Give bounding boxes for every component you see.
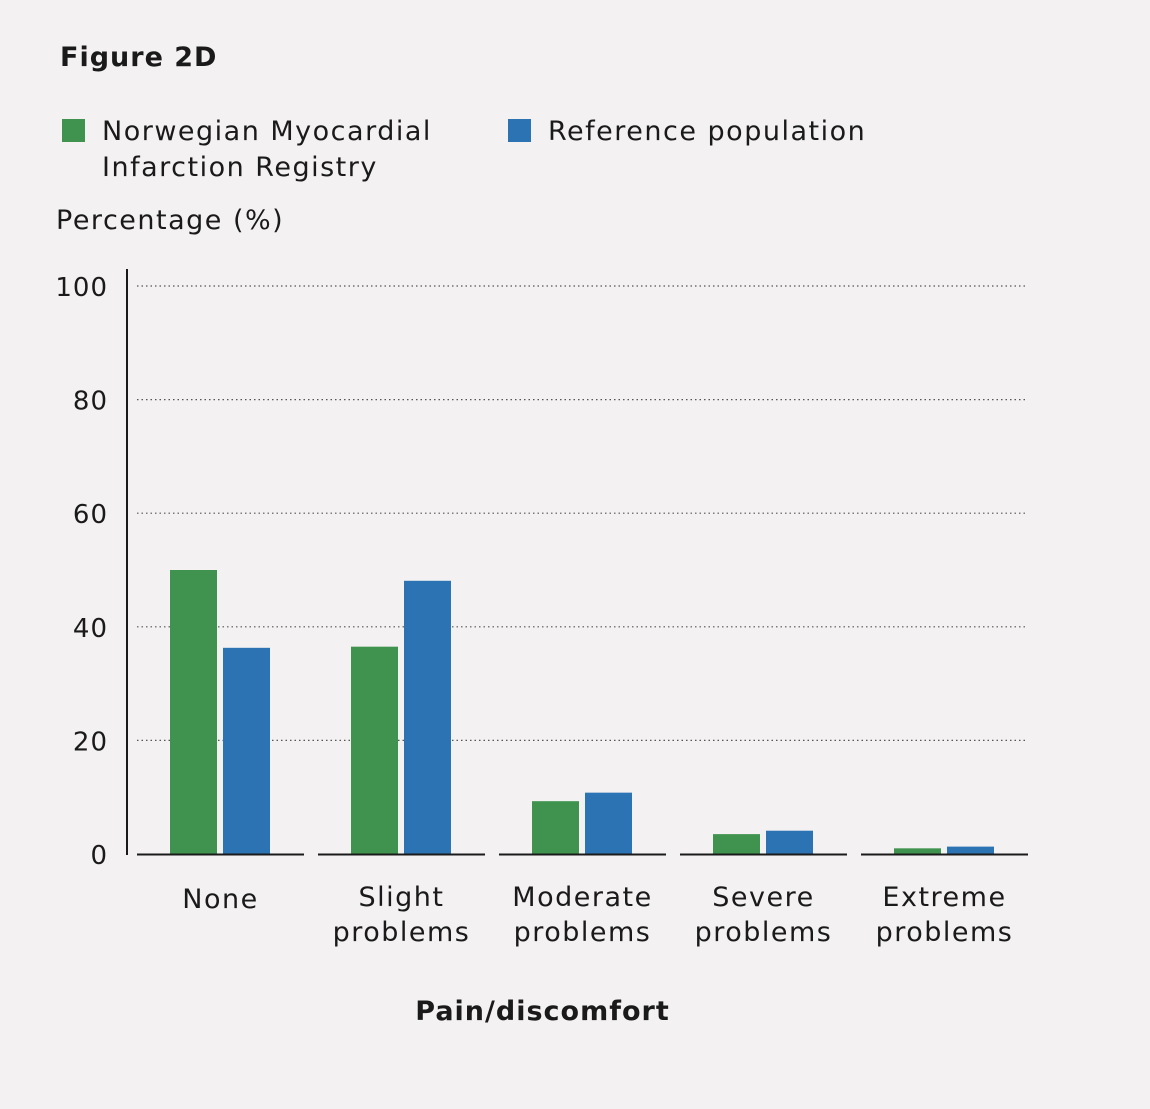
y-tick-label: 40 <box>73 614 108 644</box>
bar-reference-2 <box>585 792 632 854</box>
y-tick-label: 20 <box>73 727 108 757</box>
bar-reference-3 <box>766 830 813 854</box>
y-tick-label: 100 <box>55 273 108 303</box>
x-tick-label: Slight problems <box>333 882 471 948</box>
bar-registry-4 <box>894 848 941 854</box>
bar-registry-0 <box>170 570 217 854</box>
bars <box>170 570 994 854</box>
x-axis-label: Pain/discomfort <box>415 996 670 1027</box>
y-tick-label: 60 <box>73 500 108 530</box>
bar-reference-0 <box>223 647 270 854</box>
gridlines <box>137 285 1027 742</box>
legend-label-registry: Norwegian Myocardial Infarction Registry <box>102 116 432 183</box>
x-tick-label: Moderate problems <box>512 882 652 948</box>
x-tick-label: Severe problems <box>695 882 833 948</box>
legend-swatch-registry <box>62 119 85 142</box>
legend-swatch-reference <box>508 119 531 142</box>
bar-registry-3 <box>713 834 760 854</box>
bar-reference-4 <box>947 846 994 854</box>
tick-labels: 0 20 40 60 80 100 None Slight problems Moderate pr… <box>55 273 1014 948</box>
bar-registry-1 <box>351 646 398 854</box>
figure-title: Figure 2D <box>60 42 218 73</box>
bar-reference-1 <box>404 580 451 854</box>
y-tick-label: 80 <box>73 387 108 417</box>
legend-label-reference: Reference population <box>548 116 867 147</box>
legend-item-registry: Norwegian Myocardial Infarction Registry <box>62 114 432 186</box>
bar-registry-2 <box>532 801 579 854</box>
axes <box>126 269 1028 856</box>
y-axis-label: Percentage (%) <box>56 205 285 236</box>
x-tick-label: None <box>182 884 258 915</box>
x-tick-label: Extreme problems <box>876 882 1014 948</box>
legend-item-reference: Reference population <box>508 114 866 150</box>
y-tick-label: 0 <box>90 841 108 871</box>
